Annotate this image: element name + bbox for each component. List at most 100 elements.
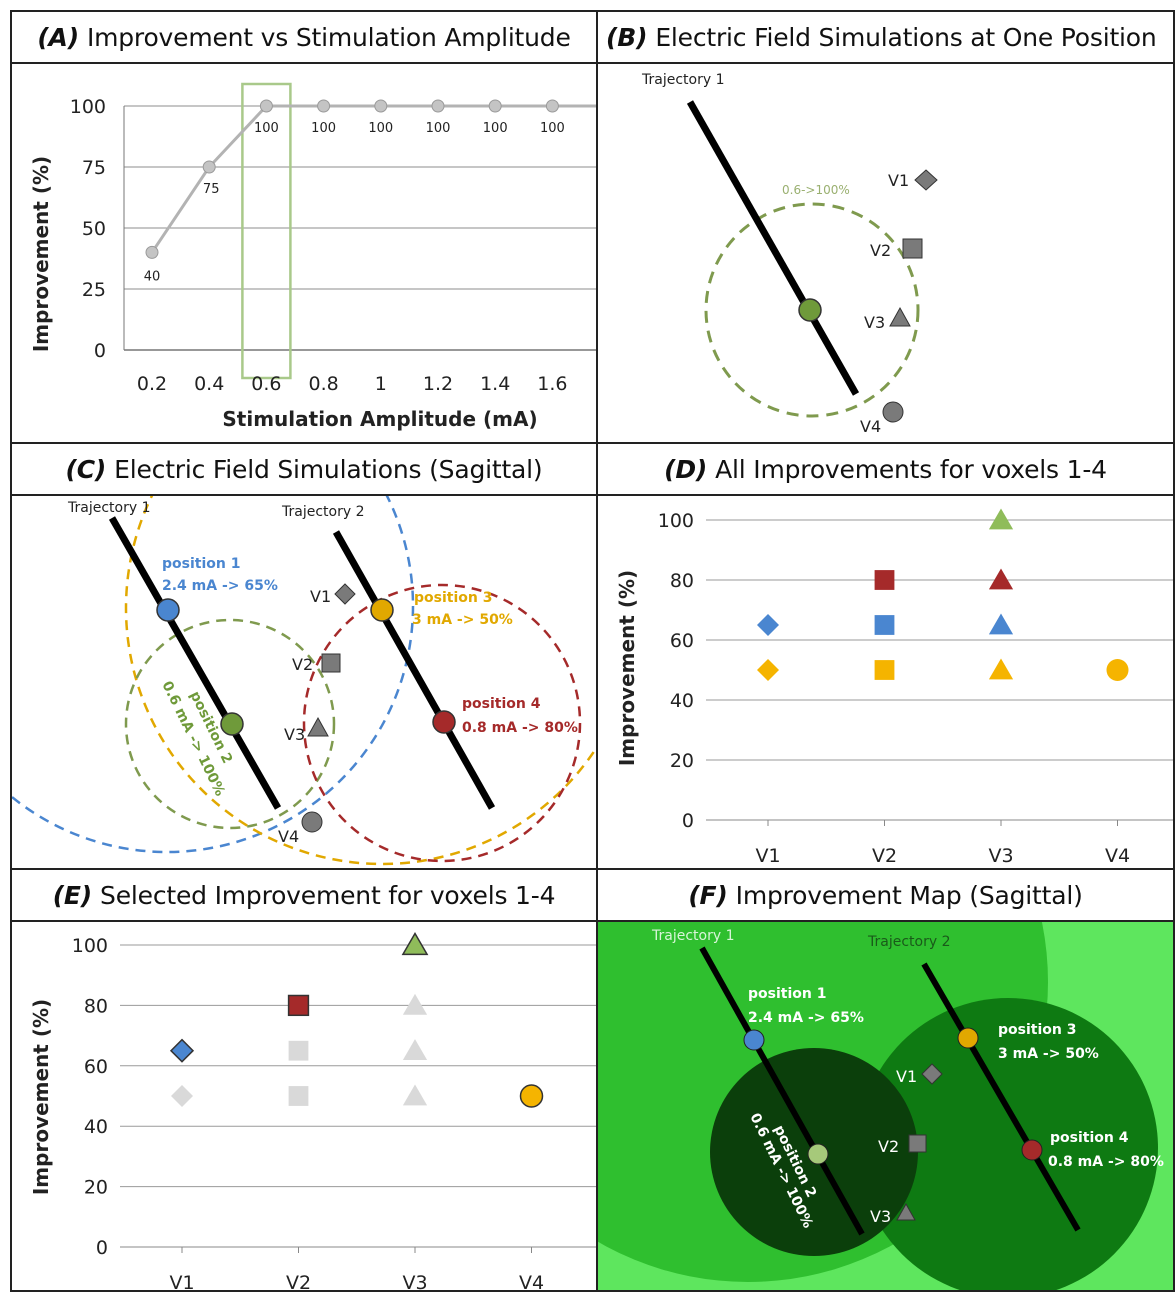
y-tick-label: 25 [82, 279, 106, 301]
field-label: 0.6->100% [782, 183, 850, 197]
data-label: 40 [144, 269, 161, 284]
data-label: 100 [311, 121, 336, 136]
voxel-v4-marker [301, 811, 323, 833]
electrode-position [798, 298, 822, 322]
trajectory-2-label: Trajectory 2 [281, 504, 364, 520]
field-circle-position-2 [124, 618, 336, 830]
panel-f-title: (F) Improvement Map (Sagittal) [598, 870, 1173, 922]
x-tick-label: 1.4 [480, 373, 510, 395]
voxel-v2-marker [902, 238, 923, 259]
marker-diamond [757, 614, 779, 636]
marker-square [874, 570, 895, 590]
voxel-v1-marker [921, 1063, 943, 1085]
x-tick-label: 1 [375, 373, 387, 395]
voxel-v4-marker [882, 401, 904, 423]
field-diagram-c: Trajectory 1 Trajectory 2 position 1 2.4… [12, 496, 596, 866]
position-4-detail: 0.8 mA -> 80% [1048, 1154, 1164, 1170]
voxel-v4-label: V4 [860, 417, 881, 436]
voxel-v3-label: V3 [870, 1207, 891, 1226]
panel-c: (C) Electric Field Simulations (Sagittal… [10, 442, 598, 870]
field-circle [704, 202, 920, 418]
y-tick-label: 50 [82, 218, 106, 240]
panel-f-title-text: Improvement Map (Sagittal) [735, 880, 1083, 910]
panel-b: (B) Electric Field Simulations at One Po… [596, 10, 1175, 444]
voxel-v2-label: V2 [292, 655, 313, 674]
position-1-detail: 2.4 mA -> 65% [162, 578, 278, 594]
x-tick-label: 1.2 [423, 373, 453, 395]
marker-square [874, 660, 895, 680]
y-tick-label: 40 [670, 690, 694, 712]
panel-b-title: (B) Electric Field Simulations at One Po… [598, 12, 1173, 64]
marker-triangle [988, 658, 1014, 680]
data-label: 75 [203, 182, 220, 197]
position-2-marker [807, 1143, 829, 1165]
position-1-name: position 1 [748, 986, 826, 1002]
panel-e: (E) Selected Improvement for voxels 1-4 … [10, 868, 598, 1292]
trajectory-1-label: Trajectory 1 [651, 928, 734, 944]
marker-triangle [402, 1084, 428, 1106]
marker-diamond [757, 659, 779, 681]
x-tick-label: V1 [755, 845, 780, 867]
x-tick-label: 1.6 [537, 373, 567, 395]
y-tick-label: 0 [682, 810, 694, 832]
marker-square [874, 615, 895, 635]
data-point [545, 99, 559, 113]
voxel-v1-label: V1 [310, 587, 331, 606]
panel-b-title-text: Electric Field Simulations at One Positi… [655, 22, 1157, 52]
position-3-detail: 3 mA -> 50% [412, 612, 513, 628]
panel-e-title: (E) Selected Improvement for voxels 1-4 [12, 870, 596, 922]
y-axis-title: Improvement (%) [29, 999, 53, 1195]
voxel-v4-label: V4 [278, 827, 299, 846]
y-tick-label: 80 [670, 570, 694, 592]
position-3-name: position 3 [998, 1022, 1076, 1038]
voxel-v1-label: V1 [896, 1067, 917, 1086]
y-tick-label: 20 [84, 1177, 108, 1199]
data-point [374, 99, 388, 113]
y-tick-label: 100 [658, 510, 694, 532]
position-1-detail: 2.4 mA -> 65% [748, 1010, 864, 1026]
panel-f-tag: (F) [688, 880, 728, 910]
panel-f: (F) Improvement Map (Sagittal) Trajector… [596, 868, 1175, 1292]
x-tick-label: V4 [519, 1272, 544, 1292]
y-tick-label: 0 [96, 1237, 108, 1259]
trajectory-1-label: Trajectory 1 [641, 72, 724, 88]
data-point [259, 99, 273, 113]
panel-e-tag: (E) [52, 880, 93, 910]
data-point [431, 99, 445, 113]
x-tick-label: V4 [1105, 845, 1130, 867]
x-tick-label: 0.8 [308, 373, 338, 395]
improvement-map: Trajectory 1 Trajectory 2 position 1 2.4… [598, 922, 1173, 1290]
marker-triangle [402, 1039, 428, 1061]
voxel-v2-marker [321, 653, 341, 673]
panel-b-tag: (B) [606, 22, 648, 52]
x-tick-label: 0.6 [251, 373, 281, 395]
marker-circle [519, 1084, 544, 1108]
field-circle-position-3 [124, 496, 596, 866]
chart-d-scatter: 0 20 40 60 80 100 V1 V2 V3 V4 Improvement (%) [615, 508, 1173, 867]
position-3-detail: 3 mA -> 50% [998, 1046, 1099, 1062]
data-point [317, 99, 331, 113]
voxel-v1-label: V1 [888, 171, 909, 190]
position-1-marker [743, 1029, 765, 1051]
y-axis-title: Improvement (%) [29, 156, 53, 352]
panel-d-title: (D) All Improvements for voxels 1-4 [598, 444, 1173, 496]
field-diagram-b: Trajectory 1 0.6->100% V1 V2 V3 V4 [641, 72, 938, 436]
x-tick-label: V3 [988, 845, 1013, 867]
y-axis-title: Improvement (%) [615, 570, 639, 766]
marker-triangle [988, 613, 1014, 635]
x-axis-title: Stimulation Amplitude (mA) [222, 407, 537, 431]
marker-triangle [988, 568, 1014, 590]
panel-a: (A) Improvement vs Stimulation Amplitude… [10, 10, 598, 444]
marker-circle [1106, 659, 1129, 681]
position-1-name: position 1 [162, 556, 240, 572]
position-3-marker [370, 598, 394, 622]
y-tick-label: 40 [84, 1116, 108, 1138]
field-circle-position-4 [302, 583, 582, 863]
voxel-v3-marker [889, 306, 911, 327]
data-point [145, 245, 159, 259]
data-point [202, 160, 216, 174]
panel-c-tag: (C) [65, 454, 107, 484]
y-tick-label: 60 [670, 630, 694, 652]
chart-e-scatter: 0 20 40 60 80 100 V1 V2 V3 V4 Improvement (%) [29, 931, 596, 1292]
position-3-name: position 3 [414, 590, 492, 606]
